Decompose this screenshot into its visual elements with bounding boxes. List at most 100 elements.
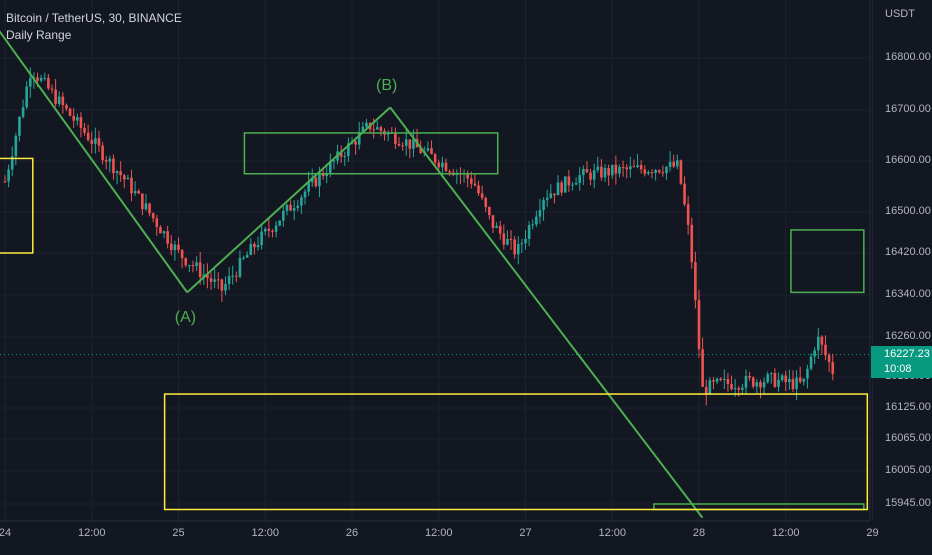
up-candle xyxy=(723,378,726,380)
up-candle xyxy=(777,379,780,387)
wave-line xyxy=(186,106,391,294)
down-candle xyxy=(484,197,488,208)
up-candle xyxy=(260,231,263,246)
down-candle xyxy=(730,384,733,390)
down-candle xyxy=(112,158,115,174)
grid xyxy=(0,0,873,521)
down-candle xyxy=(589,172,592,180)
up-candle xyxy=(21,107,25,117)
up-candle xyxy=(520,243,524,245)
up-candle xyxy=(813,350,816,357)
down-candle xyxy=(36,77,39,81)
up-candle xyxy=(285,204,289,211)
down-candle xyxy=(141,193,144,210)
up-candle xyxy=(809,356,813,369)
down-candle xyxy=(177,244,180,250)
down-candle xyxy=(480,193,484,198)
up-candle xyxy=(310,177,314,183)
down-candle xyxy=(650,172,654,174)
down-candle xyxy=(694,262,697,301)
down-candle xyxy=(184,258,188,266)
up-candle xyxy=(213,279,216,282)
up-candle xyxy=(126,177,130,180)
up-candle xyxy=(57,96,61,104)
price-tick-label: 16800.00 xyxy=(885,51,931,63)
price-tick-label: 16065.00 xyxy=(885,432,931,444)
down-candle xyxy=(748,375,751,378)
up-candle xyxy=(545,197,549,200)
down-candle xyxy=(401,145,404,147)
up-candle xyxy=(816,336,820,351)
down-candle xyxy=(235,275,238,277)
time-tick-label: 25 xyxy=(172,527,185,539)
up-candle xyxy=(94,138,97,144)
down-candle xyxy=(466,173,469,179)
down-candle xyxy=(751,377,755,387)
up-candle xyxy=(495,225,498,228)
up-candle xyxy=(506,239,509,245)
down-candle xyxy=(448,171,451,173)
down-candle xyxy=(701,349,704,387)
down-candle xyxy=(155,218,159,227)
down-candle xyxy=(397,143,401,146)
down-candle xyxy=(672,161,675,167)
green-range-box xyxy=(243,132,499,175)
down-candle xyxy=(166,231,169,244)
time-tick-label: 12:00 xyxy=(251,527,280,539)
up-candle xyxy=(441,162,444,168)
down-candle xyxy=(759,382,762,388)
currency-label: USDT xyxy=(885,8,915,20)
up-candle xyxy=(242,257,245,259)
up-candle xyxy=(741,387,744,390)
down-candle xyxy=(65,105,68,109)
down-candle xyxy=(488,207,491,216)
time-tick-label: 26 xyxy=(345,527,359,539)
down-candle xyxy=(643,169,647,174)
up-candle xyxy=(307,182,310,192)
up-candle xyxy=(574,182,578,185)
up-candle xyxy=(582,169,585,176)
down-candle xyxy=(54,89,57,104)
down-candle xyxy=(3,181,7,183)
up-candle xyxy=(516,244,520,255)
up-candle xyxy=(715,378,719,382)
down-candle xyxy=(354,141,357,145)
up-candle xyxy=(762,382,766,388)
price-tick-label: 16500.00 xyxy=(885,205,931,217)
wave-label: (B) xyxy=(376,76,398,94)
down-candle xyxy=(607,168,610,176)
down-candle xyxy=(712,380,715,382)
up-candle xyxy=(227,276,231,285)
up-candle xyxy=(596,166,600,171)
indicator-label: Daily Range xyxy=(6,28,72,42)
up-candle xyxy=(7,169,10,182)
down-candle xyxy=(827,355,831,363)
up-candle xyxy=(592,170,596,180)
up-candle xyxy=(556,182,560,196)
time-tick-label: 12:00 xyxy=(598,527,627,539)
down-candle xyxy=(560,182,563,193)
price-tick-label: 16340.00 xyxy=(885,288,931,300)
down-candle xyxy=(600,166,603,178)
last-price: 16227.23 xyxy=(884,348,930,360)
up-candle xyxy=(357,132,361,145)
up-candle xyxy=(733,388,737,390)
up-candle xyxy=(292,208,296,211)
down-candle xyxy=(686,204,690,225)
up-candle xyxy=(347,143,350,156)
up-candle xyxy=(332,160,336,162)
down-candle xyxy=(151,213,155,219)
down-candle xyxy=(737,388,741,390)
up-candle xyxy=(563,176,567,193)
up-candle xyxy=(788,378,791,383)
down-candle xyxy=(267,228,271,231)
up-candle xyxy=(708,380,712,395)
down-candle xyxy=(430,148,433,155)
up-candle xyxy=(43,77,47,79)
down-candle xyxy=(820,336,824,345)
up-candle xyxy=(18,116,21,136)
up-candle xyxy=(629,166,632,170)
up-candle xyxy=(361,126,365,133)
